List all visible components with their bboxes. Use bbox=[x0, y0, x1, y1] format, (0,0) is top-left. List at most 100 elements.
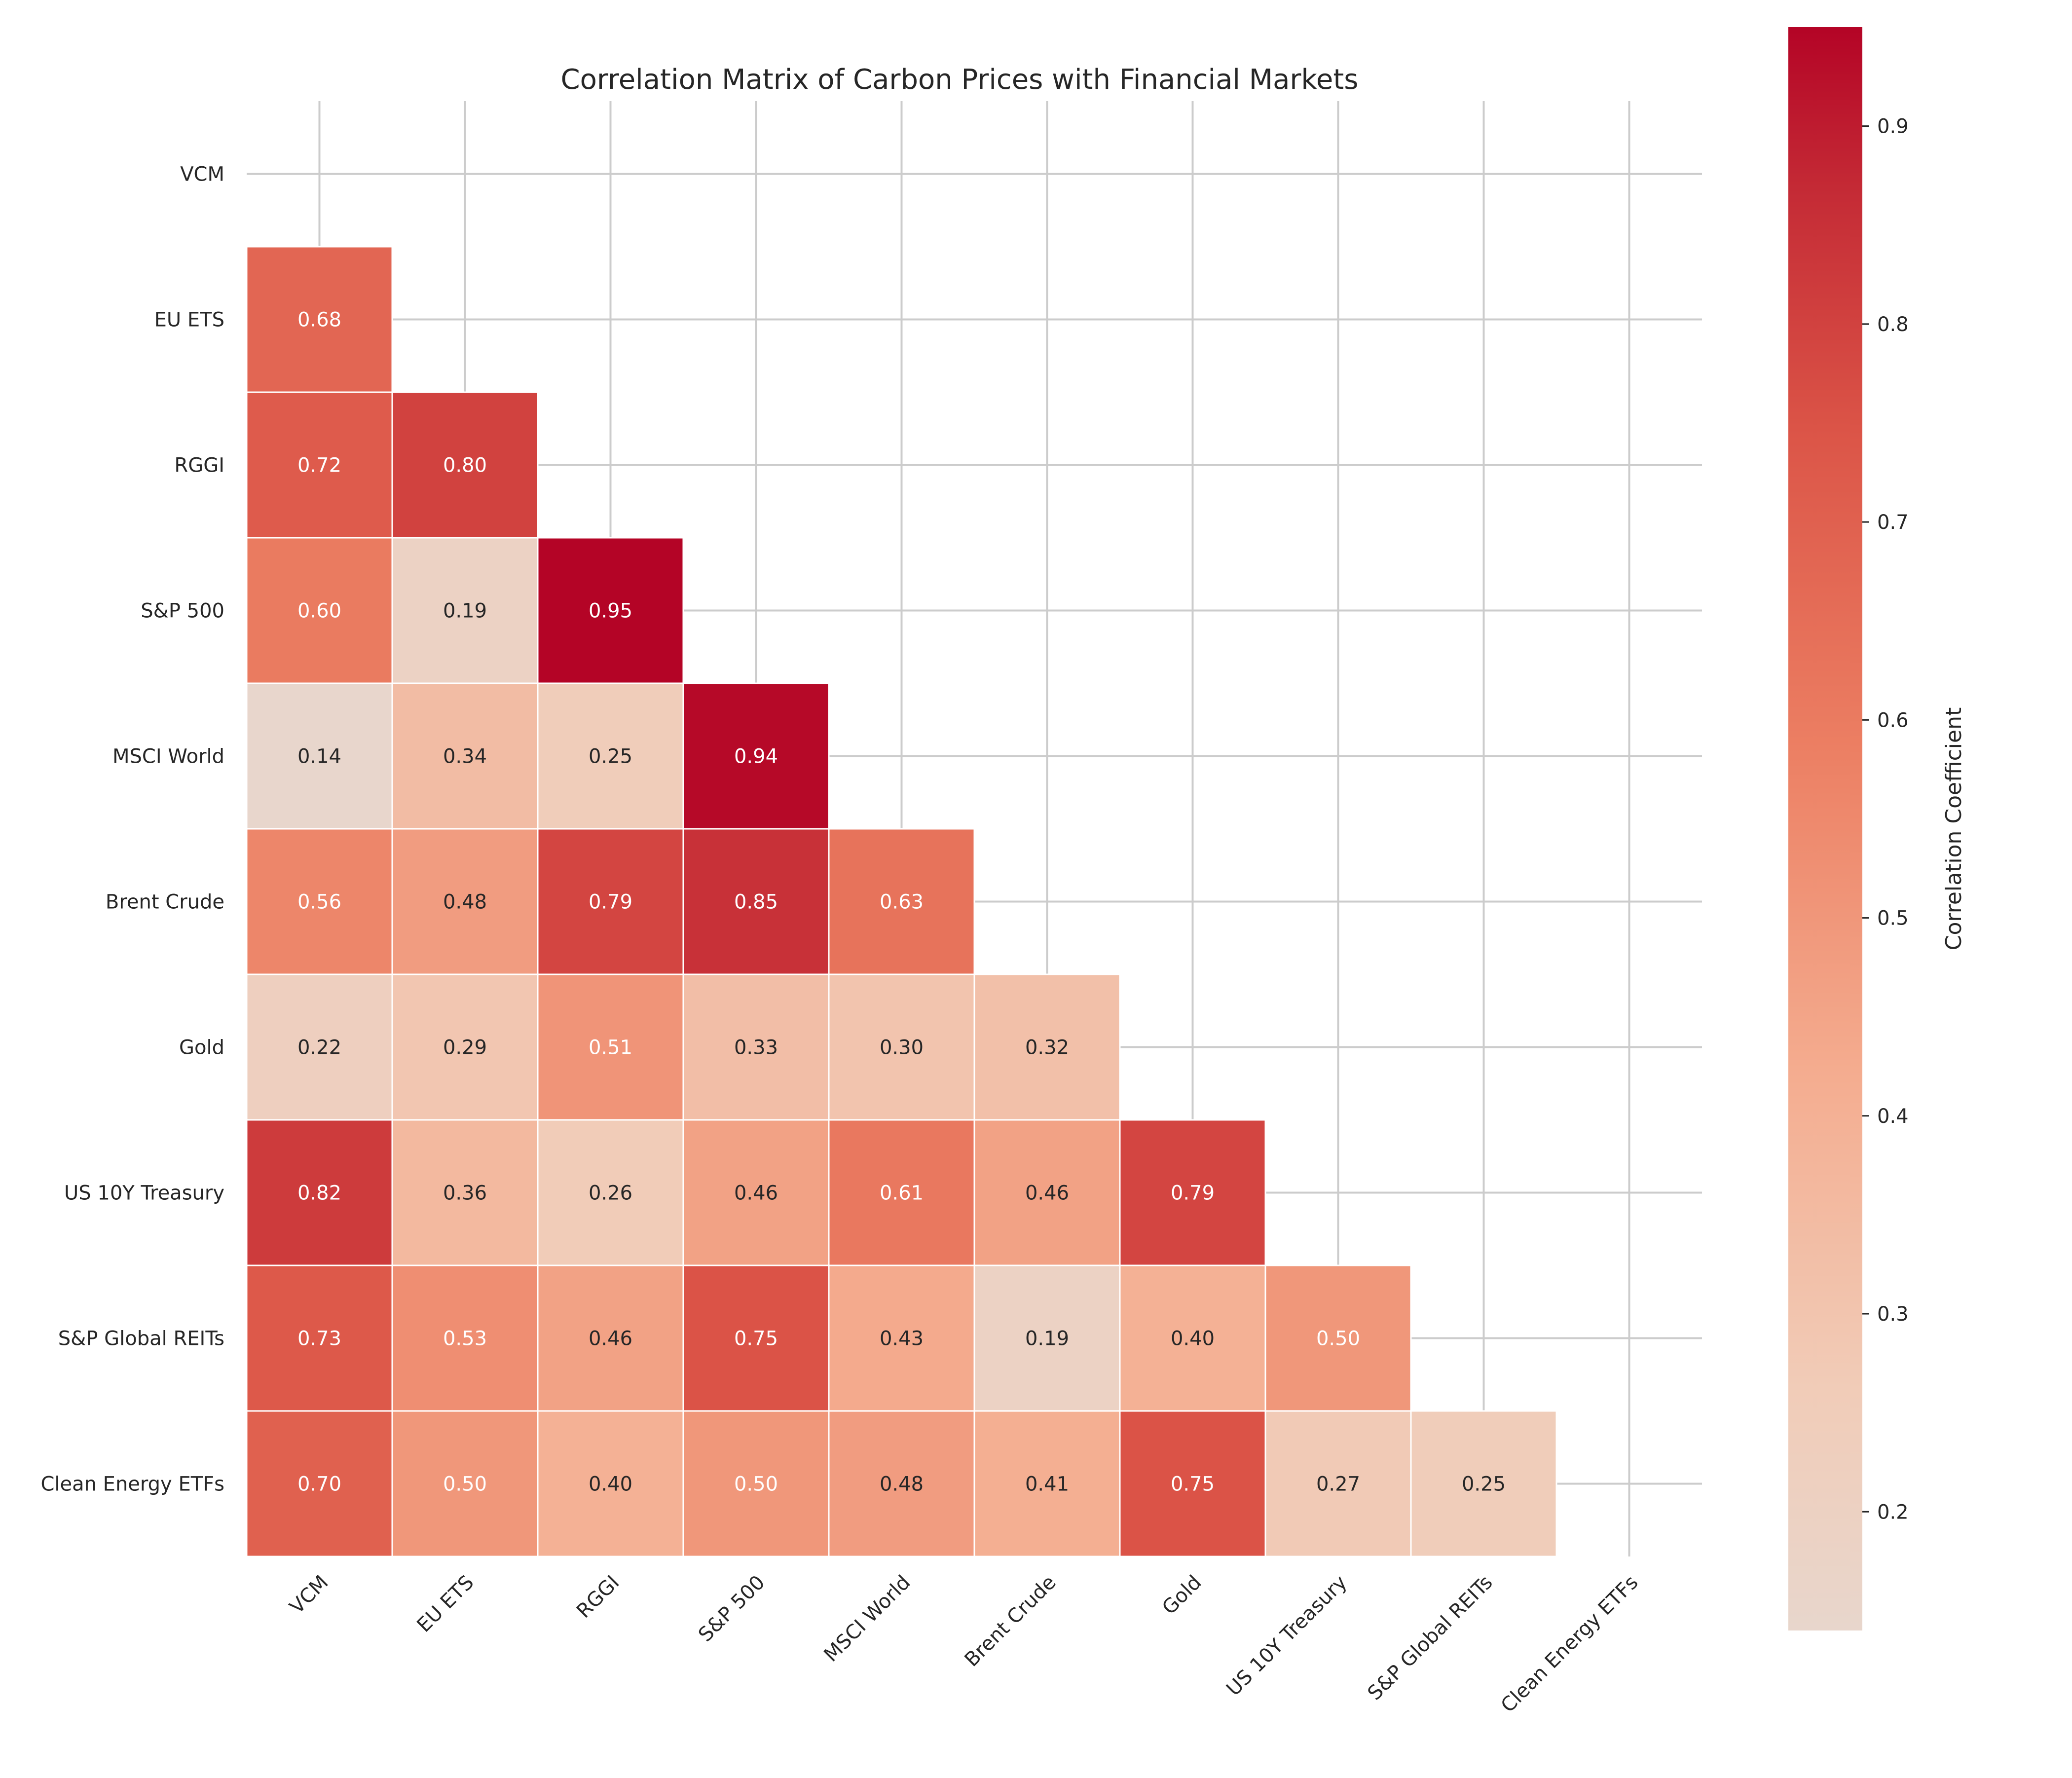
cell-value-label: 0.46 bbox=[1025, 1182, 1069, 1205]
cell-value-label: 0.53 bbox=[443, 1328, 487, 1350]
heatmap-cell-sandp-global-reits-msci-world bbox=[828, 1264, 975, 1412]
cell-value-label: 0.46 bbox=[589, 1328, 632, 1350]
colorbar-tick-label: 0.8 bbox=[1877, 313, 1909, 336]
cell-value-label: 0.85 bbox=[734, 891, 778, 914]
cell-value-label: 0.25 bbox=[1462, 1473, 1506, 1496]
heatmap-cell-sandp-500-eu-ets bbox=[391, 537, 539, 684]
cell-value-label: 0.72 bbox=[297, 454, 341, 477]
cell-value-label: 0.68 bbox=[297, 309, 341, 332]
heatmap-cell-brent-crude-vcm bbox=[246, 828, 393, 975]
cell-value-label: 0.32 bbox=[1025, 1037, 1069, 1059]
heatmap-cell-brent-crude-rggi bbox=[537, 828, 684, 975]
cell-value-label: 0.26 bbox=[589, 1182, 632, 1205]
cell-value-label: 0.29 bbox=[443, 1037, 487, 1059]
y-tick-label: Brent Crude bbox=[106, 891, 224, 914]
heatmap-cell-us-10y-treasury-gold bbox=[1119, 1119, 1266, 1266]
cell-value-label: 0.19 bbox=[443, 600, 487, 623]
cell-value-label: 0.43 bbox=[880, 1328, 924, 1350]
chart-title: Correlation Matrix of Carbon Prices with… bbox=[561, 64, 1359, 96]
heatmap-cell-sandp-500-vcm bbox=[246, 537, 393, 684]
cell-value-label: 0.95 bbox=[589, 600, 632, 623]
heatmap-cell-msci-world-eu-ets bbox=[391, 682, 539, 830]
heatmap-cell-us-10y-treasury-msci-world bbox=[828, 1119, 975, 1266]
heatmap-cell-rggi-vcm bbox=[246, 391, 393, 539]
cell-value-label: 0.63 bbox=[880, 891, 924, 914]
y-tick-label: S&P 500 bbox=[141, 600, 224, 623]
heatmap-cell-clean-energy-etfs-eu-ets bbox=[391, 1410, 539, 1557]
cell-value-label: 0.75 bbox=[1171, 1473, 1215, 1496]
cell-value-label: 0.30 bbox=[880, 1037, 924, 1059]
heatmap-cell-msci-world-sandp-500 bbox=[682, 682, 830, 830]
x-tick-label: MSCI World bbox=[820, 1571, 915, 1667]
x-tick-label: RGGI bbox=[572, 1571, 624, 1623]
heatmap-cell-clean-energy-etfs-msci-world bbox=[828, 1410, 975, 1557]
heatmap-cell-us-10y-treasury-rggi bbox=[537, 1119, 684, 1266]
heatmap-cells: 0.68 0.72 0.80 0.60 0.19 0.95 0.14 0.34 0.25 0.94… bbox=[246, 246, 1557, 1557]
heatmap-cell-clean-energy-etfs-sandp-500 bbox=[682, 1410, 830, 1557]
cell-value-label: 0.41 bbox=[1025, 1473, 1069, 1496]
colorbar-tick-label: 0.3 bbox=[1877, 1303, 1909, 1326]
cell-value-label: 0.56 bbox=[297, 891, 341, 914]
heatmap-cell-brent-crude-eu-ets bbox=[391, 828, 539, 975]
heatmap-cell-clean-energy-etfs-sandp-global-reits bbox=[1410, 1410, 1557, 1557]
heatmap-cell-clean-energy-etfs-rggi bbox=[537, 1410, 684, 1557]
cell-value-label: 0.70 bbox=[297, 1473, 341, 1496]
heatmap-cell-sandp-500-rggi bbox=[537, 537, 684, 684]
cell-value-label: 0.48 bbox=[880, 1473, 924, 1496]
cell-value-label: 0.79 bbox=[589, 891, 632, 914]
colorbar-tick-label: 0.5 bbox=[1877, 907, 1909, 930]
x-tick-label: VCM bbox=[286, 1571, 333, 1619]
heatmap-cell-sandp-global-reits-eu-ets bbox=[391, 1264, 539, 1412]
x-tick-label: S&P 500 bbox=[694, 1571, 770, 1647]
y-tick-label: Clean Energy ETFs bbox=[40, 1473, 224, 1496]
cell-value-label: 0.60 bbox=[297, 600, 341, 623]
heatmap-cell-gold-msci-world bbox=[828, 973, 975, 1121]
colorbar: 0.2 0.3 0.4 0.5 0.6 0.7 0.8 0.9 Correlation Coe… bbox=[1788, 27, 1966, 1630]
heatmap-cell-sandp-global-reits-vcm bbox=[246, 1264, 393, 1412]
y-tick-label: RGGI bbox=[174, 454, 224, 477]
y-tick-label: US 10Y Treasury bbox=[64, 1182, 224, 1205]
x-tick-label: Gold bbox=[1158, 1571, 1206, 1620]
cell-value-label: 0.51 bbox=[589, 1037, 632, 1059]
heatmap-cell-sandp-global-reits-brent-crude bbox=[973, 1264, 1121, 1412]
heatmap-cell-clean-energy-etfs-us-10y-treasury bbox=[1264, 1410, 1412, 1557]
heatmap-cell-gold-rggi bbox=[537, 973, 684, 1121]
heatmap-cell-brent-crude-msci-world bbox=[828, 828, 975, 975]
cell-value-label: 0.40 bbox=[589, 1473, 632, 1496]
cell-value-label: 0.14 bbox=[297, 745, 341, 768]
heatmap-cell-gold-sandp-500 bbox=[682, 973, 830, 1121]
cell-value-label: 0.40 bbox=[1171, 1328, 1215, 1350]
x-tick-label: S&P Global REITs bbox=[1364, 1571, 1497, 1705]
x-tick-label: Brent Crude bbox=[961, 1571, 1061, 1671]
y-tick-label: S&P Global REITs bbox=[58, 1328, 224, 1350]
cell-value-label: 0.80 bbox=[443, 454, 487, 477]
cell-value-label: 0.34 bbox=[443, 745, 487, 768]
heatmap-cell-eu-ets-vcm bbox=[246, 246, 393, 393]
colorbar-tick-label: 0.2 bbox=[1877, 1501, 1909, 1523]
y-tick-label: EU ETS bbox=[154, 309, 224, 332]
cell-value-label: 0.82 bbox=[297, 1182, 341, 1205]
heatmap-cell-msci-world-rggi bbox=[537, 682, 684, 830]
cell-value-label: 0.50 bbox=[734, 1473, 778, 1496]
cell-value-label: 0.50 bbox=[443, 1473, 487, 1496]
colorbar-tick-label: 0.4 bbox=[1877, 1105, 1909, 1128]
colorbar-tick-label: 0.7 bbox=[1877, 511, 1909, 534]
x-tick-labels: VCM EU ETS RGGI S&P 500 MSCI World Brent Crud… bbox=[286, 1571, 1643, 1717]
cell-value-label: 0.25 bbox=[589, 745, 632, 768]
cell-value-label: 0.94 bbox=[734, 745, 778, 768]
y-tick-label: MSCI World bbox=[112, 745, 224, 768]
cell-value-label: 0.48 bbox=[443, 891, 487, 914]
cell-value-label: 0.19 bbox=[1025, 1328, 1069, 1350]
cell-value-label: 0.36 bbox=[443, 1182, 487, 1205]
cell-value-label: 0.79 bbox=[1171, 1182, 1215, 1205]
cell-value-label: 0.73 bbox=[297, 1328, 341, 1350]
heatmap-cell-clean-energy-etfs-gold bbox=[1119, 1410, 1266, 1557]
cell-value-label: 0.33 bbox=[734, 1037, 778, 1059]
heatmap-cell-gold-vcm bbox=[246, 973, 393, 1121]
colorbar-label: Correlation Coefficient bbox=[1941, 707, 1966, 951]
cell-value-label: 0.75 bbox=[734, 1328, 778, 1350]
cell-value-label: 0.50 bbox=[1316, 1328, 1360, 1350]
heatmap-cell-clean-energy-etfs-brent-crude bbox=[973, 1410, 1121, 1557]
